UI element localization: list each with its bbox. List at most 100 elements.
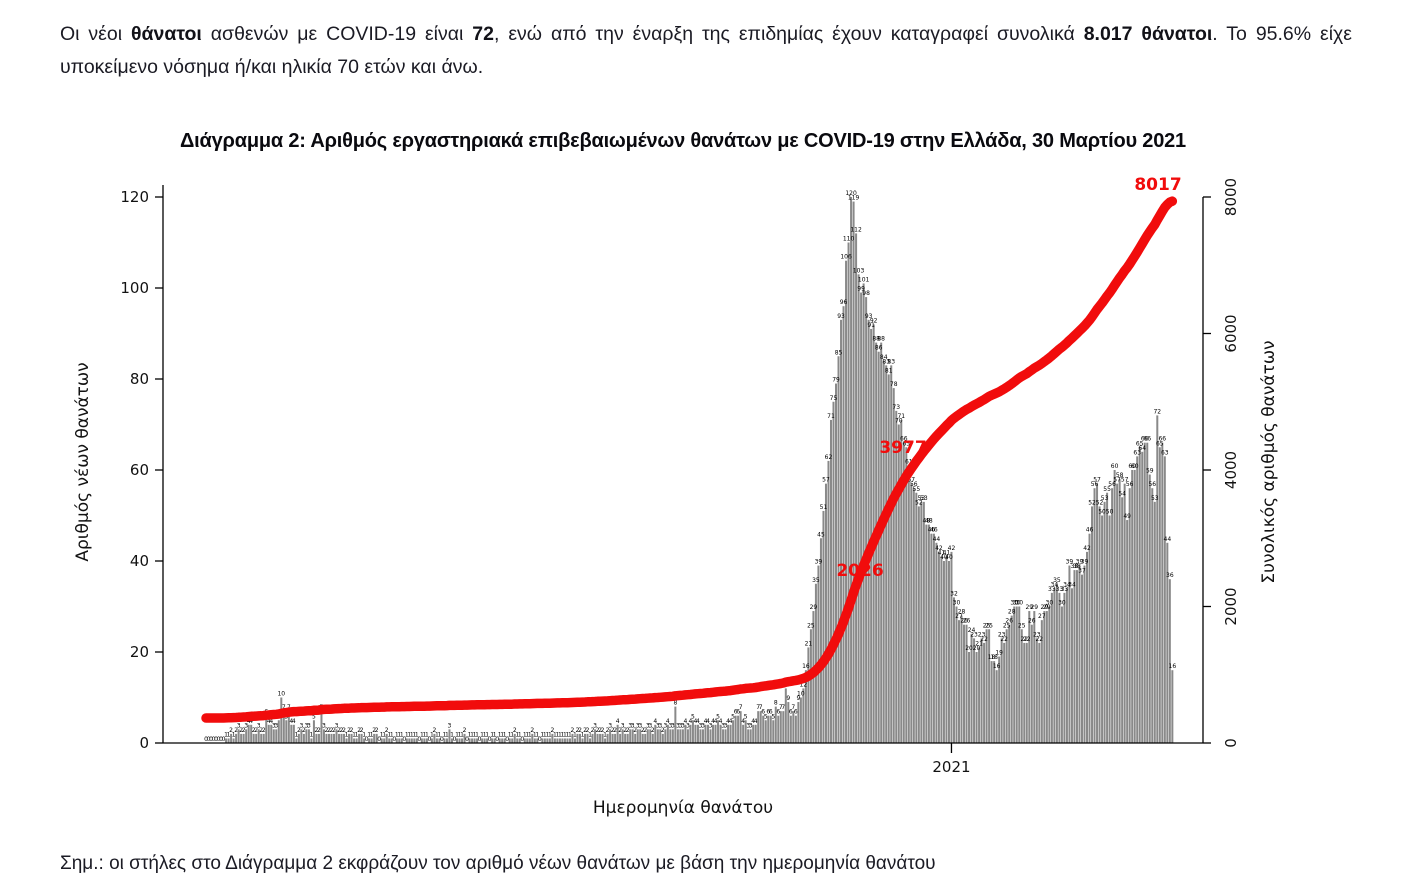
bar [1116,483,1119,743]
bar [860,292,863,743]
bar [744,720,747,743]
bar [639,729,642,743]
bar-value-label: 51 [820,504,828,511]
bar-value-label: 93 [865,313,873,320]
bar [405,738,408,743]
bar-value-label: 55 [913,486,921,493]
bar [654,724,657,743]
bar [450,738,453,743]
bar [513,733,516,743]
bar-value-label: 2 [596,727,600,734]
bar-value-label: 4 [289,718,293,725]
bar-value-label: 1 [568,732,572,739]
bar [563,738,566,743]
bar-value-label: 56 [1148,481,1156,488]
bar-value-label: 1 [412,732,416,739]
bar [925,524,928,743]
bar-value-label: 1 [352,732,356,739]
bar [247,724,250,743]
bar [1055,583,1058,743]
bar [423,738,426,743]
bar-value-label: 0 [217,736,221,743]
bar [375,733,378,743]
bar-value-label: 60 [1131,463,1139,470]
bar-value-label: 30 [953,600,961,607]
bar [624,733,627,743]
intro-bold-value: 8.017 θάνατοι [1083,23,1213,45]
bar [973,638,976,743]
bar-value-label: 1 [224,732,228,739]
bar-value-label: 2 [385,727,389,734]
bar-value-label: 1 [415,732,419,739]
bar [350,733,353,743]
bar [681,729,684,743]
bar-value-label: 1 [535,732,539,739]
bar [714,724,717,743]
bar-value-label: 22 [1000,636,1008,643]
bar-value-label: 16 [993,663,1001,670]
y-left-tick-label: 60 [130,461,149,479]
bar-value-label: 1 [387,732,391,739]
bar [955,606,958,743]
bar [385,733,388,743]
bar [255,733,258,743]
bar-value-label: 4 [706,718,710,725]
bar-value-label: 30 [1013,600,1021,607]
bar-value-label: 4 [689,718,693,725]
bar-value-label: 2 [550,727,554,734]
bar [1040,620,1043,743]
bar-value-label: 3 [749,722,753,729]
bar [749,729,752,743]
bar-value-label: 0 [427,736,431,743]
bar-value-label: 3 [608,722,612,729]
bar [865,297,868,743]
bar-value-label: 2 [259,727,263,734]
bar-value-label: 64 [1138,445,1146,452]
bar-value-label: 1 [523,732,527,739]
bar [594,729,597,743]
bar [694,724,697,743]
bar [333,733,336,743]
bar-value-label: 5 [691,713,695,720]
bar [1151,488,1154,743]
bar-value-label: 46 [928,527,936,534]
bar-value-label: 2 [611,727,615,734]
bar [533,738,536,743]
bar-value-label: 3 [668,722,672,729]
bar-value-label: 103 [853,267,865,274]
bar [739,711,742,743]
bar [599,733,602,743]
bar [619,733,622,743]
bar [784,688,787,743]
bar-value-label: 88 [877,336,885,343]
bar-value-label: 8 [774,700,778,707]
bar [310,738,313,743]
bar [842,306,845,743]
bar-value-label: 2 [513,727,517,734]
bar [732,720,735,743]
bar [912,488,915,743]
bar-value-label: 7 [779,704,783,711]
bar [235,733,238,743]
bar-value-label: 3 [307,722,311,729]
bar-value-label: 23 [978,631,986,638]
bar-value-label: 35 [812,577,820,584]
bar-value-label: 1 [581,732,585,739]
bar-value-label: 85 [835,349,843,356]
bar-value-label: 4 [704,718,708,725]
bar [227,738,230,743]
bar [1096,483,1099,743]
bar [305,729,308,743]
bar-value-label: 18 [990,654,998,661]
bar-value-label: 2 [372,727,376,734]
bar [827,460,830,743]
bar-value-label: 3 [709,722,713,729]
bar-value-label: 5 [744,713,748,720]
bar-value-label: 7 [759,704,763,711]
bar-value-label: 2 [239,727,243,734]
bar [975,652,978,743]
bar-value-label: 7 [282,704,286,711]
bar [388,738,391,743]
bar-value-label: 2 [262,727,266,734]
